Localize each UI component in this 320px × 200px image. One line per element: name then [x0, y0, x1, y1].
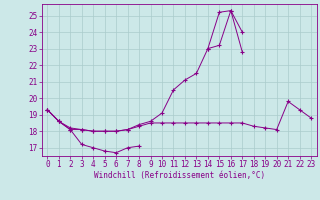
X-axis label: Windchill (Refroidissement éolien,°C): Windchill (Refroidissement éolien,°C) — [94, 171, 265, 180]
